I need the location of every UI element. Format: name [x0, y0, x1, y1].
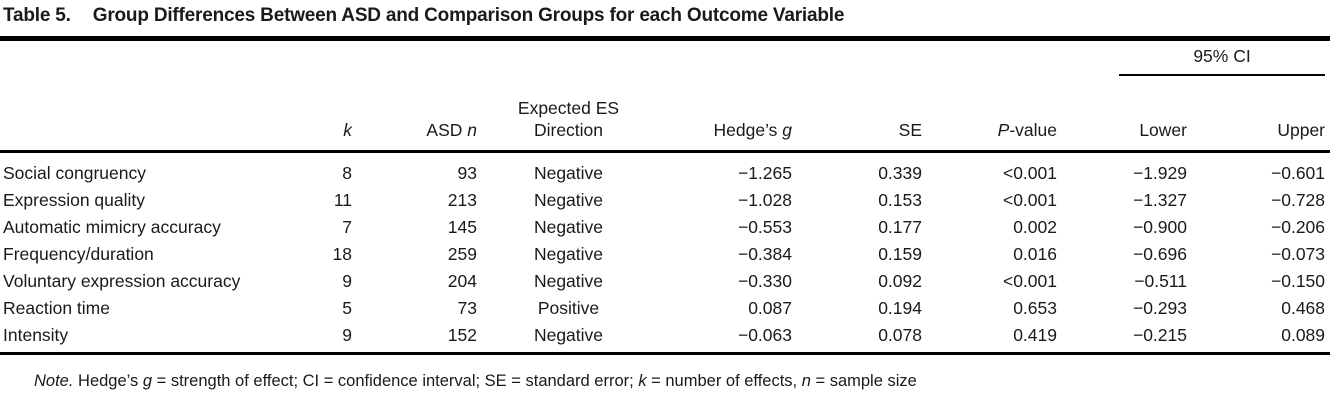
note-n-symbol: n [801, 372, 811, 390]
ci-lower-value: −0.215 [1057, 322, 1187, 355]
p-value: <0.001 [1002, 163, 1057, 183]
k-value: 7 [342, 217, 352, 237]
table-row: Automatic mimicry accuracy 7 145 Negativ… [0, 214, 1330, 241]
se-value: 0.194 [878, 298, 922, 318]
asd-n-value: 259 [447, 244, 477, 264]
note-g-symbol: g [142, 372, 153, 390]
ci-lower-value: −0.293 [1132, 298, 1187, 318]
k-value: 9 [342, 271, 352, 291]
asd-n-value: 152 [352, 322, 477, 355]
hedges-g-value: −1.265 [737, 163, 792, 183]
ci-upper-value: −0.073 [1271, 244, 1326, 264]
p-value: 0.419 [922, 322, 1057, 355]
table-title-text: Group Differences Between ASD and Compar… [92, 5, 845, 26]
hedges-g-value: −0.063 [660, 322, 792, 355]
direction-value: Negative [477, 322, 660, 355]
outcome-label: Reaction time [3, 298, 110, 318]
p-value: 0.653 [1013, 298, 1057, 318]
ci-upper-value: 0.468 [1281, 298, 1326, 318]
table-number-label: Table 5. [3, 5, 71, 26]
se-value: 0.078 [792, 322, 922, 355]
note-k-symbol: k [638, 372, 647, 390]
ci-lower-value: −0.900 [1132, 217, 1187, 237]
table-title: Table 5. Group Differences Between ASD an… [0, 0, 1330, 36]
column-header-asd-n: ASD n [352, 79, 477, 153]
direction-value: Negative [533, 271, 604, 291]
asd-n-value: 204 [447, 271, 477, 291]
direction-value: Positive [537, 298, 600, 318]
ci-spanner-cell: 95% CI [1057, 39, 1330, 80]
p-value: <0.001 [1002, 271, 1057, 291]
ci-lower-value: −1.327 [1132, 190, 1187, 210]
ci-upper-value: −0.728 [1271, 190, 1326, 210]
table-row: Intensity 9 152 Negative −0.063 0.078 0.… [0, 322, 1330, 355]
p-value: 0.016 [1013, 244, 1057, 264]
se-value: 0.153 [878, 190, 922, 210]
k-value: 8 [342, 163, 352, 183]
outcome-label: Expression quality [3, 190, 146, 210]
outcome-label: Voluntary expression accuracy [3, 271, 241, 291]
spanner-spacer [0, 39, 1057, 80]
table-note: Note. Hedge’s g = strength of effect; CI… [34, 372, 917, 390]
column-header-k: k [300, 79, 352, 153]
hedges-g-value: −1.028 [737, 190, 792, 210]
k-value: 18 [332, 244, 352, 264]
se-value: 0.339 [878, 163, 922, 183]
ci-upper-value: −0.206 [1271, 217, 1326, 237]
column-header-hedges-g: Hedge’s g [660, 79, 792, 153]
table-row: Reaction time 5 73 Positive 0.087 0.194 … [0, 295, 1330, 322]
direction-value: Negative [533, 217, 604, 237]
asd-n-value: 93 [457, 163, 477, 183]
results-table: 95% CI k ASD n Expected ES Direction Hed… [0, 36, 1330, 355]
column-header-expected-es-direction: Expected ES Direction [477, 79, 660, 153]
column-header-row: k ASD n Expected ES Direction Hedge’s g … [0, 79, 1330, 153]
outcome-label: Automatic mimicry accuracy [3, 217, 221, 237]
outcome-label: Frequency/duration [3, 244, 154, 264]
column-header-se: SE [792, 79, 922, 153]
table-row: Voluntary expression accuracy 9 204 Nega… [0, 268, 1330, 295]
ci-lower-value: −0.696 [1132, 244, 1187, 264]
hedges-g-value: −0.553 [737, 217, 792, 237]
outcome-label: Social congruency [3, 163, 146, 183]
ci-upper-value: 0.089 [1187, 322, 1330, 355]
p-value: <0.001 [1002, 190, 1057, 210]
se-value: 0.159 [878, 244, 922, 264]
k-value: 5 [342, 298, 352, 318]
ci-lower-value: −1.929 [1132, 163, 1187, 183]
se-value: 0.092 [878, 271, 922, 291]
column-header-outcome [0, 79, 300, 153]
se-value: 0.177 [878, 217, 922, 237]
direction-value: Negative [533, 244, 604, 264]
ci-upper-value: −0.150 [1271, 271, 1326, 291]
ci-spanner-row: 95% CI [0, 39, 1330, 80]
asd-n-value: 73 [457, 298, 477, 318]
k-value: 11 [333, 190, 352, 210]
direction-value: Negative [533, 190, 604, 210]
column-header-ci-lower: Lower [1057, 79, 1187, 153]
direction-value: Negative [533, 163, 604, 183]
hedges-g-value: −0.384 [737, 244, 792, 264]
column-header-ci-upper: Upper [1187, 79, 1330, 153]
asd-n-value: 145 [447, 217, 477, 237]
hedges-g-value: −0.330 [737, 271, 792, 291]
table-row: Frequency/duration 18 259 Negative −0.38… [0, 241, 1330, 268]
k-value: 9 [300, 322, 352, 355]
outcome-label: Intensity [0, 322, 300, 355]
asd-n-value: 213 [447, 190, 477, 210]
ci-lower-value: −0.511 [1134, 271, 1187, 291]
ci-upper-value: −0.601 [1271, 163, 1326, 183]
note-label: Note. [34, 372, 74, 390]
p-value: 0.002 [1013, 217, 1057, 237]
table-row: Expression quality 11 213 Negative −1.02… [0, 187, 1330, 214]
column-header-p-value: P-value [922, 79, 1057, 153]
ci-spanner-label: 95% CI [1119, 41, 1326, 76]
hedges-g-value: 0.087 [748, 298, 792, 318]
table-row: Social congruency 8 93 Negative −1.265 0… [0, 152, 1330, 188]
